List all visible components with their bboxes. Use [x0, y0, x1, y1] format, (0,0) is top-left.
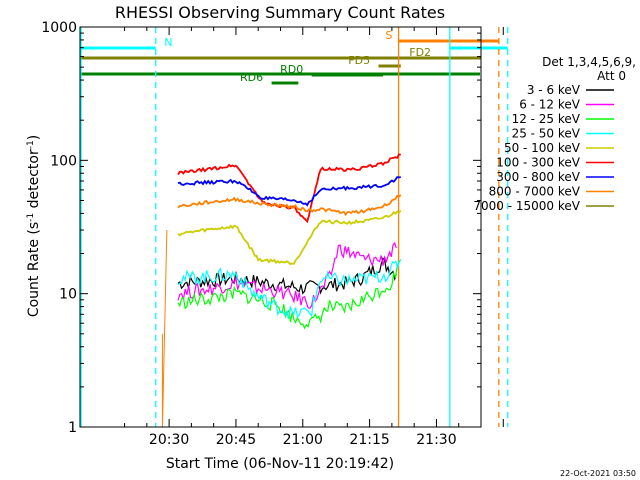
legend-entry-label: 800 - 7000 keV [489, 185, 581, 199]
y-axis-label: Count Rate (s-1 detector-1) [26, 135, 42, 317]
legend-entry-label: 12 - 25 keV [512, 112, 581, 126]
y-label-sup-2: -1 [26, 140, 36, 149]
x-tick-label: 21:00 [283, 432, 323, 448]
series-line-5 [177, 153, 401, 224]
legend-entry-label: 100 - 300 keV [496, 156, 580, 170]
y-label-part-1: Count Rate (s [26, 222, 42, 317]
y-tick-label: 1 [68, 420, 77, 436]
timestamp: 22-Oct-2021 03:50 [560, 469, 636, 478]
series-line-7 [177, 194, 402, 217]
y-tick-label: 100 [50, 153, 77, 169]
x-axis-label: Start Time (06-Nov-11 20:19:42) [166, 456, 394, 472]
series-line-6 [177, 176, 401, 207]
series-line-0 [177, 257, 397, 295]
legend-entry-label: 25 - 50 keV [512, 127, 581, 141]
chart-title: RHESSI Observing Summary Count Rates [115, 3, 445, 22]
y-tick-label: 10 [59, 287, 77, 303]
series-line-2 [177, 259, 402, 330]
x-tick-label: 21:15 [349, 432, 389, 448]
legend-entry-label: 6 - 12 keV [519, 98, 581, 112]
flag-label: FD2 [409, 46, 431, 59]
x-tick-label: 20:45 [216, 432, 256, 448]
x-tick-label: 20:30 [149, 432, 189, 448]
y-label-part-2: detector [26, 149, 42, 213]
series-start-edge [161, 230, 168, 428]
series-line-1 [177, 241, 397, 309]
spacecraft-lines [80, 27, 509, 428]
legend-title-line-1: Det 1,3,4,5,6,9, [542, 55, 636, 69]
flag-label: S [385, 29, 392, 42]
flag-label: FD5 [348, 54, 370, 67]
legend-entry-label: 7000 - 15000 keV [473, 199, 580, 213]
plot-frame [79, 26, 482, 428]
x-tick-label: 21:30 [416, 432, 456, 448]
axis-ticks: 20:30 20:45 21:00 21:15 21:30 1 10 100 1000 [41, 20, 504, 448]
legend-title-line-2: Att 0 [597, 69, 626, 83]
legend-entry-label: 300 - 800 keV [496, 170, 580, 184]
y-label-part-3: ) [26, 135, 42, 140]
y-tick-label: 1000 [41, 20, 77, 36]
legend-entry-label: 3 - 6 keV [527, 83, 581, 97]
legend-entry-label: 50 - 100 keV [504, 141, 581, 155]
y-label-sup-1: -1 [26, 213, 36, 222]
flag-label: N [164, 36, 172, 49]
series-group [177, 153, 402, 330]
series-line-3 [177, 259, 402, 320]
series-line-4 [177, 209, 402, 265]
